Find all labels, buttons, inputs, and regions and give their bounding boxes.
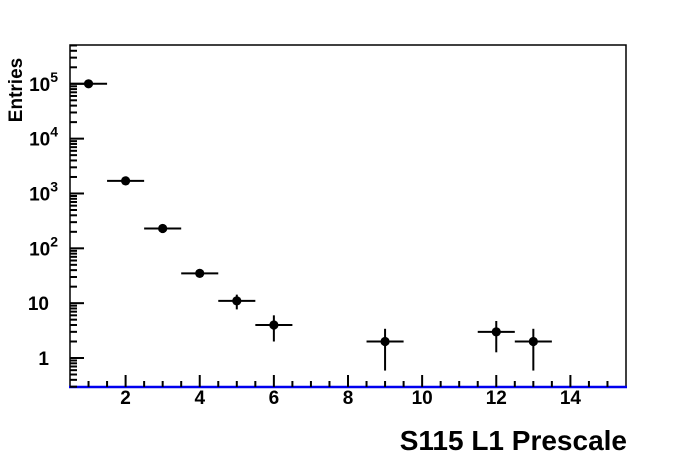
x-axis-title: S115 L1 Prescale: [400, 425, 627, 456]
plot-frame: [69, 44, 627, 388]
data-point-marker: [232, 296, 242, 306]
y-axis-title: Entries: [6, 58, 27, 122]
data-point-marker: [528, 336, 538, 347]
data-point-marker: [158, 223, 168, 234]
y-tick-label: 105: [29, 69, 58, 96]
y-tick-label: 102: [29, 233, 58, 260]
x-tick-label: 14: [560, 388, 582, 409]
data-point-marker: [269, 320, 279, 330]
y-tick-label: 10: [28, 294, 49, 315]
data-point-marker: [121, 176, 131, 186]
data-point-marker: [83, 79, 94, 89]
x-tick-label: 10: [412, 388, 433, 409]
y-tick-label: 1: [38, 349, 49, 370]
data-point-marker: [380, 336, 390, 347]
x-tick-label: 4: [194, 388, 205, 409]
data-point-marker: [491, 327, 501, 337]
plot-dynamic-layer: 2 4 6 8 10 12 14 1 10 102 103 104 105: [28, 44, 627, 409]
x-tick-label: 6: [269, 388, 280, 409]
y-tick-label: 103: [29, 178, 58, 205]
data-point-marker: [195, 268, 205, 278]
x-tick-label: 12: [486, 388, 507, 409]
x-tick-label: 8: [343, 388, 354, 409]
y-tick-label: 104: [29, 124, 58, 151]
x-tick-label: 2: [120, 388, 131, 409]
